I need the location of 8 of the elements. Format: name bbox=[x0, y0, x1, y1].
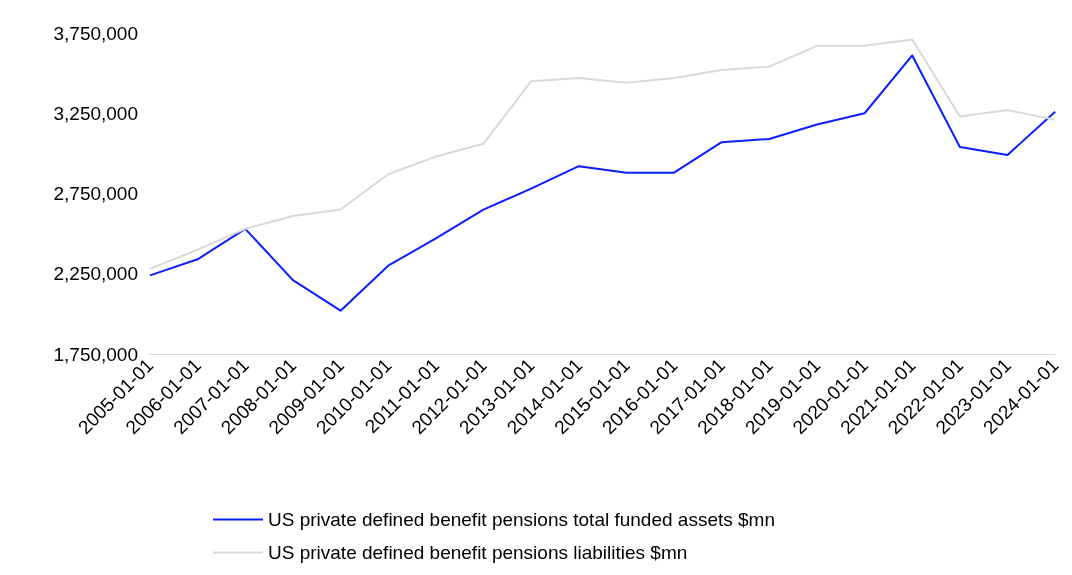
legend-label: US private defined benefit pensions total funded assets $mn bbox=[268, 509, 775, 530]
legend-label: US private defined benefit pensions liabilities $mn bbox=[268, 542, 688, 563]
line-series bbox=[149, 54, 1057, 312]
line-series bbox=[149, 38, 1057, 270]
y-tick-label: 3,750,000 bbox=[53, 22, 138, 44]
y-tick-label: 2,750,000 bbox=[53, 183, 138, 204]
y-tick-label: 2,250,000 bbox=[53, 263, 138, 285]
y-tick-label: 3,250,000 bbox=[53, 102, 138, 124]
